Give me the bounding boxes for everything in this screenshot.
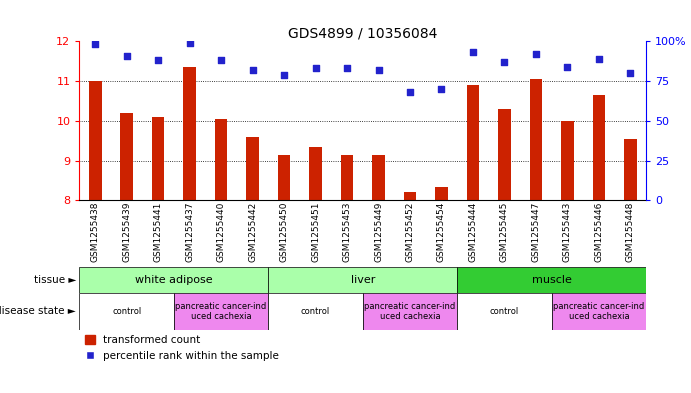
- Point: [153, 57, 164, 64]
- Text: GSM1255452: GSM1255452: [406, 202, 415, 262]
- Text: GSM1255449: GSM1255449: [374, 202, 383, 262]
- Bar: [624, 139, 636, 200]
- Text: GSM1255442: GSM1255442: [248, 202, 257, 262]
- Point: [90, 41, 101, 48]
- Point: [499, 59, 510, 65]
- Text: GSM1255437: GSM1255437: [185, 202, 194, 262]
- Text: GSM1255438: GSM1255438: [91, 202, 100, 262]
- Bar: [310, 147, 322, 200]
- Bar: [435, 187, 448, 200]
- Point: [373, 67, 384, 73]
- Text: GSM1255447: GSM1255447: [531, 202, 540, 262]
- Point: [278, 72, 290, 78]
- Text: tissue ►: tissue ►: [34, 275, 76, 285]
- Bar: [174, 293, 268, 330]
- Text: liver: liver: [350, 275, 375, 285]
- Bar: [457, 267, 646, 293]
- Bar: [152, 117, 164, 200]
- Bar: [89, 81, 102, 200]
- Text: GSM1255439: GSM1255439: [122, 202, 131, 262]
- Point: [594, 56, 605, 62]
- Bar: [404, 193, 416, 200]
- Text: GSM1255444: GSM1255444: [468, 202, 477, 262]
- Bar: [120, 113, 133, 200]
- Text: GSM1255453: GSM1255453: [343, 202, 352, 262]
- Point: [531, 51, 542, 57]
- Text: GSM1255448: GSM1255448: [626, 202, 635, 262]
- Text: pancreatic cancer-ind
uced cachexia: pancreatic cancer-ind uced cachexia: [364, 302, 455, 321]
- Text: control: control: [301, 307, 330, 316]
- Text: muscle: muscle: [531, 275, 571, 285]
- Bar: [372, 155, 385, 200]
- Point: [467, 49, 478, 55]
- Text: pancreatic cancer-ind
uced cachexia: pancreatic cancer-ind uced cachexia: [176, 302, 267, 321]
- Bar: [246, 137, 259, 200]
- Text: disease state ►: disease state ►: [0, 307, 76, 316]
- Bar: [79, 293, 174, 330]
- Text: GSM1255446: GSM1255446: [594, 202, 603, 262]
- Point: [562, 64, 573, 70]
- Bar: [561, 121, 574, 200]
- Bar: [363, 293, 457, 330]
- Bar: [498, 109, 511, 200]
- Text: control: control: [490, 307, 519, 316]
- Text: GSM1255451: GSM1255451: [311, 202, 320, 262]
- Point: [404, 89, 415, 95]
- Bar: [457, 293, 551, 330]
- Point: [247, 67, 258, 73]
- Bar: [79, 267, 268, 293]
- Text: pancreatic cancer-ind
uced cachexia: pancreatic cancer-ind uced cachexia: [553, 302, 645, 321]
- Point: [625, 70, 636, 76]
- Text: GSM1255454: GSM1255454: [437, 202, 446, 262]
- Text: GSM1255445: GSM1255445: [500, 202, 509, 262]
- Text: GSM1255441: GSM1255441: [153, 202, 162, 262]
- Bar: [529, 79, 542, 200]
- Text: control: control: [112, 307, 141, 316]
- Bar: [466, 85, 480, 200]
- Bar: [278, 155, 290, 200]
- Text: GSM1255443: GSM1255443: [563, 202, 572, 262]
- Bar: [593, 95, 605, 200]
- Point: [436, 86, 447, 92]
- Point: [341, 65, 352, 72]
- Title: GDS4899 / 10356084: GDS4899 / 10356084: [288, 26, 437, 40]
- Bar: [215, 119, 227, 200]
- Point: [216, 57, 227, 64]
- Text: GSM1255440: GSM1255440: [216, 202, 226, 262]
- Text: GSM1255450: GSM1255450: [280, 202, 289, 262]
- Bar: [183, 67, 196, 200]
- Point: [184, 40, 195, 46]
- Legend: transformed count, percentile rank within the sample: transformed count, percentile rank withi…: [85, 335, 279, 360]
- Point: [121, 52, 132, 59]
- Bar: [341, 155, 353, 200]
- Bar: [268, 267, 457, 293]
- Bar: [268, 293, 363, 330]
- Text: white adipose: white adipose: [135, 275, 213, 285]
- Bar: [551, 293, 646, 330]
- Point: [310, 65, 321, 72]
